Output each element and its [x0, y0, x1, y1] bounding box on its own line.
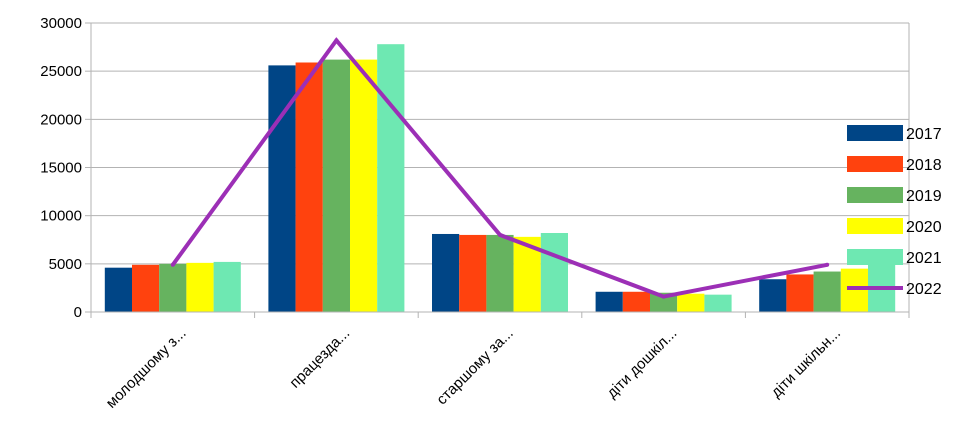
- bar-2018: [622, 291, 650, 312]
- bar-2020: [350, 59, 378, 313]
- line-point-2022: [825, 262, 830, 267]
- line-point-2022: [170, 262, 175, 267]
- x-tick-label: молодшому з...: [103, 325, 190, 412]
- y-tick-label: 20000: [40, 111, 82, 128]
- legend-label-2019: 2019: [906, 188, 942, 205]
- bar-2020: [840, 268, 868, 312]
- x-tick-label: працезда...: [286, 325, 353, 392]
- line-layer: [170, 37, 830, 299]
- bar-2017: [432, 233, 460, 312]
- bar-2021: [377, 44, 405, 313]
- y-tick-label: 10000: [40, 208, 82, 225]
- y-tick-label: 5000: [49, 256, 82, 273]
- bar-2018: [786, 274, 814, 312]
- legend-layer: 2017 2018 2019 2020 2021 2022: [847, 125, 942, 298]
- bar-2019: [322, 59, 350, 313]
- bar-2019: [159, 263, 187, 312]
- legend-label-2021: 2021: [906, 250, 942, 267]
- bars-layer: [104, 44, 896, 313]
- legend-label-2018: 2018: [906, 157, 942, 174]
- bar-2017: [759, 279, 787, 312]
- bar-2017: [268, 65, 296, 313]
- legend-swatch-2019: [847, 187, 903, 203]
- bar-2021: [704, 294, 732, 312]
- bar-2018: [295, 62, 323, 312]
- legend-swatch-2020: [847, 218, 903, 234]
- line-point-2022: [661, 294, 666, 299]
- y-tick-label: 15000: [40, 160, 82, 177]
- bar-2020: [186, 262, 214, 312]
- bar-2017: [104, 267, 132, 312]
- line-point-2022: [334, 38, 339, 43]
- bar-2017: [595, 291, 623, 312]
- bar-2018: [132, 264, 160, 312]
- bar-2019: [813, 271, 841, 312]
- legend-label-2020: 2020: [906, 219, 942, 236]
- legend-swatch-2018: [847, 156, 903, 172]
- y-tick-label: 25000: [40, 63, 82, 80]
- legend-swatch-2021: [847, 249, 903, 265]
- legend-label-2017: 2017: [906, 126, 942, 143]
- bar-2019: [650, 292, 678, 312]
- x-tick-label: старшому за...: [433, 325, 517, 409]
- axis-layer: 0 5000 10000 15000 20000 25000 30000 молодшому …: [40, 15, 910, 412]
- bar-2020: [677, 293, 705, 312]
- bar-2021: [540, 233, 568, 312]
- line-point-2022: [498, 232, 502, 237]
- x-tick-label: діти шкільн...: [768, 325, 844, 401]
- bar-2021: [213, 261, 241, 312]
- y-tick-label: 0: [74, 304, 82, 321]
- legend-label-2022: 2022: [906, 281, 942, 298]
- y-tick-label: 30000: [40, 15, 82, 32]
- legend-swatch-2017: [847, 125, 903, 141]
- bar-2018: [459, 234, 487, 312]
- bar-2019: [486, 234, 514, 312]
- x-tick-label: діти дошкіл...: [604, 325, 681, 402]
